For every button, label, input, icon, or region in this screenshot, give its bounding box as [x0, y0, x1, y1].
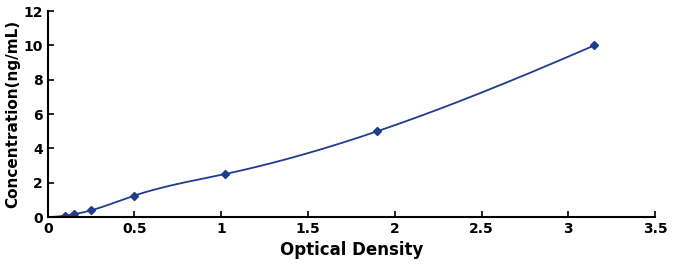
X-axis label: Optical Density: Optical Density — [280, 241, 423, 259]
Y-axis label: Concentration(ng/mL): Concentration(ng/mL) — [5, 20, 21, 208]
